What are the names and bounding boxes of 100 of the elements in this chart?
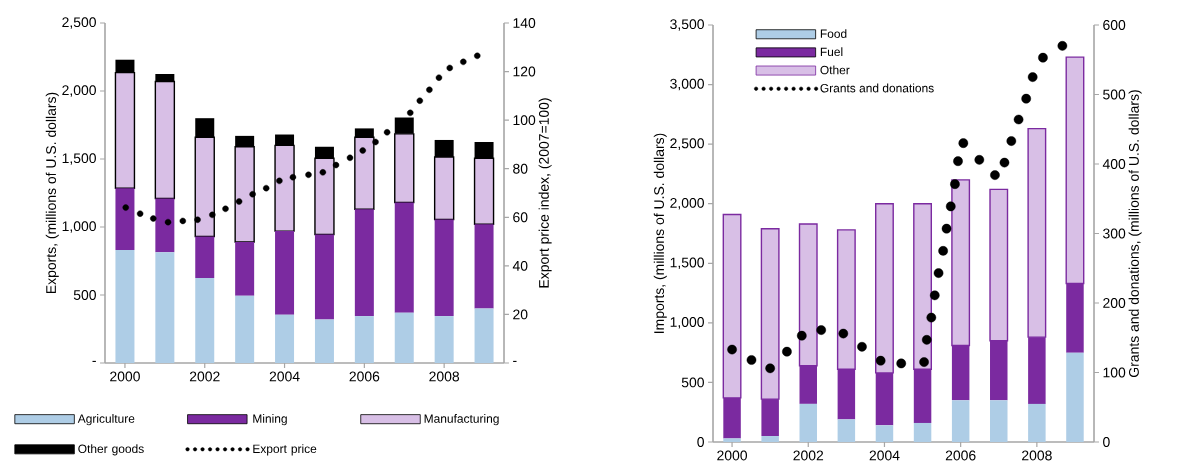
y2-tick-label: - — [513, 360, 517, 362]
point — [1027, 72, 1038, 82]
bar — [314, 319, 334, 363]
bar — [474, 308, 494, 363]
y2-tick-label: 400 — [1102, 159, 1126, 169]
point — [407, 109, 414, 117]
point — [1021, 93, 1031, 104]
bar — [951, 400, 970, 442]
y-tick-label: 2,000 — [670, 197, 704, 210]
bar — [275, 314, 295, 363]
point — [249, 191, 256, 198]
point — [974, 155, 985, 165]
point — [359, 147, 366, 154]
point — [1038, 52, 1048, 63]
y-tick-label: 1,000 — [670, 317, 704, 329]
y2-tick-label: 100 — [1103, 367, 1126, 378]
bar — [235, 241, 255, 296]
bar — [394, 312, 414, 363]
point — [136, 210, 144, 217]
legend-label: Other goods — [78, 444, 144, 456]
y-tick-label: 500 — [73, 290, 96, 300]
y2-tick-label: 140 — [513, 18, 536, 28]
legend-label: Mining — [253, 414, 287, 426]
y-tick-label: - — [92, 360, 96, 362]
x-tick-label: 2008 — [1022, 450, 1052, 461]
y2-tick-label: 300 — [1103, 228, 1126, 239]
bar — [761, 436, 779, 442]
y2-axis-title: Export price index, (2007=100) — [538, 98, 552, 288]
bar — [1028, 403, 1046, 442]
point — [796, 330, 807, 341]
y2-tick-label: 600 — [1103, 20, 1126, 30]
legend-label: Grants and donations — [820, 83, 934, 93]
bar — [155, 252, 175, 363]
point — [426, 86, 433, 93]
y-tick-label: 1,500 — [670, 257, 704, 270]
legend-label: Food — [820, 29, 847, 38]
legend-label: Export price — [253, 444, 317, 456]
y2-tick-label: 200 — [1103, 298, 1126, 308]
bar — [195, 236, 215, 278]
bar — [913, 422, 932, 442]
bar — [394, 202, 414, 313]
y-tick-label: 2,500 — [670, 138, 704, 150]
point — [346, 154, 354, 161]
point — [179, 217, 187, 225]
x-tick-label: 2000 — [717, 450, 748, 461]
y-tick-label: 1,500 — [62, 153, 96, 165]
legend-label: Agriculture — [77, 414, 135, 426]
point — [727, 344, 737, 355]
y2-tick-label: 60 — [513, 212, 528, 223]
bar — [275, 231, 295, 315]
x-tick-label: 2002 — [189, 371, 220, 382]
point — [999, 157, 1010, 168]
point — [953, 156, 963, 167]
bar — [235, 295, 255, 363]
y-tick-label: 1,000 — [62, 221, 96, 233]
point — [926, 312, 937, 323]
y2-tick-label: 0 — [1103, 437, 1110, 447]
bar — [354, 316, 374, 363]
y2-axis-title: Grants and donations, (millions of U.S. dollars) — [1128, 90, 1142, 377]
y2-tick-label: 500 — [1103, 89, 1126, 100]
point — [289, 174, 297, 181]
y-tick-label: 3,000 — [670, 78, 704, 91]
bar — [115, 188, 135, 251]
x-tick-label: 2008 — [429, 371, 460, 382]
point — [929, 290, 940, 301]
point — [435, 74, 443, 81]
y-axis-title: Exports, (millions of U.S. dollars) — [45, 92, 59, 294]
point — [875, 355, 886, 366]
y2-tick-label: 40 — [512, 260, 528, 271]
point — [305, 171, 312, 178]
y-tick-label: 500 — [681, 377, 704, 388]
point — [222, 205, 229, 212]
point — [150, 215, 157, 222]
point — [122, 204, 129, 211]
point — [746, 355, 757, 365]
y-axis-title: Imports, (millions of U.S. dollars) — [653, 133, 667, 333]
point — [938, 246, 948, 256]
legend-label: Fuel — [820, 47, 843, 57]
point — [1006, 136, 1017, 146]
point — [460, 58, 467, 66]
bar — [434, 316, 454, 363]
point — [383, 129, 391, 136]
point — [816, 325, 827, 335]
point — [765, 363, 775, 374]
point — [319, 169, 327, 176]
point — [945, 201, 956, 212]
point — [416, 97, 424, 104]
point — [857, 341, 867, 352]
point — [1057, 41, 1068, 51]
point — [1013, 114, 1024, 125]
point — [276, 177, 283, 185]
point — [446, 64, 453, 72]
y2-tick-label: 120 — [513, 66, 536, 77]
point — [209, 211, 216, 219]
x-tick-label: 2002 — [793, 450, 824, 461]
point — [933, 268, 944, 278]
bar — [474, 224, 494, 309]
y-tick-label: 2,000 — [62, 85, 96, 97]
point — [474, 52, 481, 59]
y-tick-label: 3,500 — [670, 19, 704, 31]
